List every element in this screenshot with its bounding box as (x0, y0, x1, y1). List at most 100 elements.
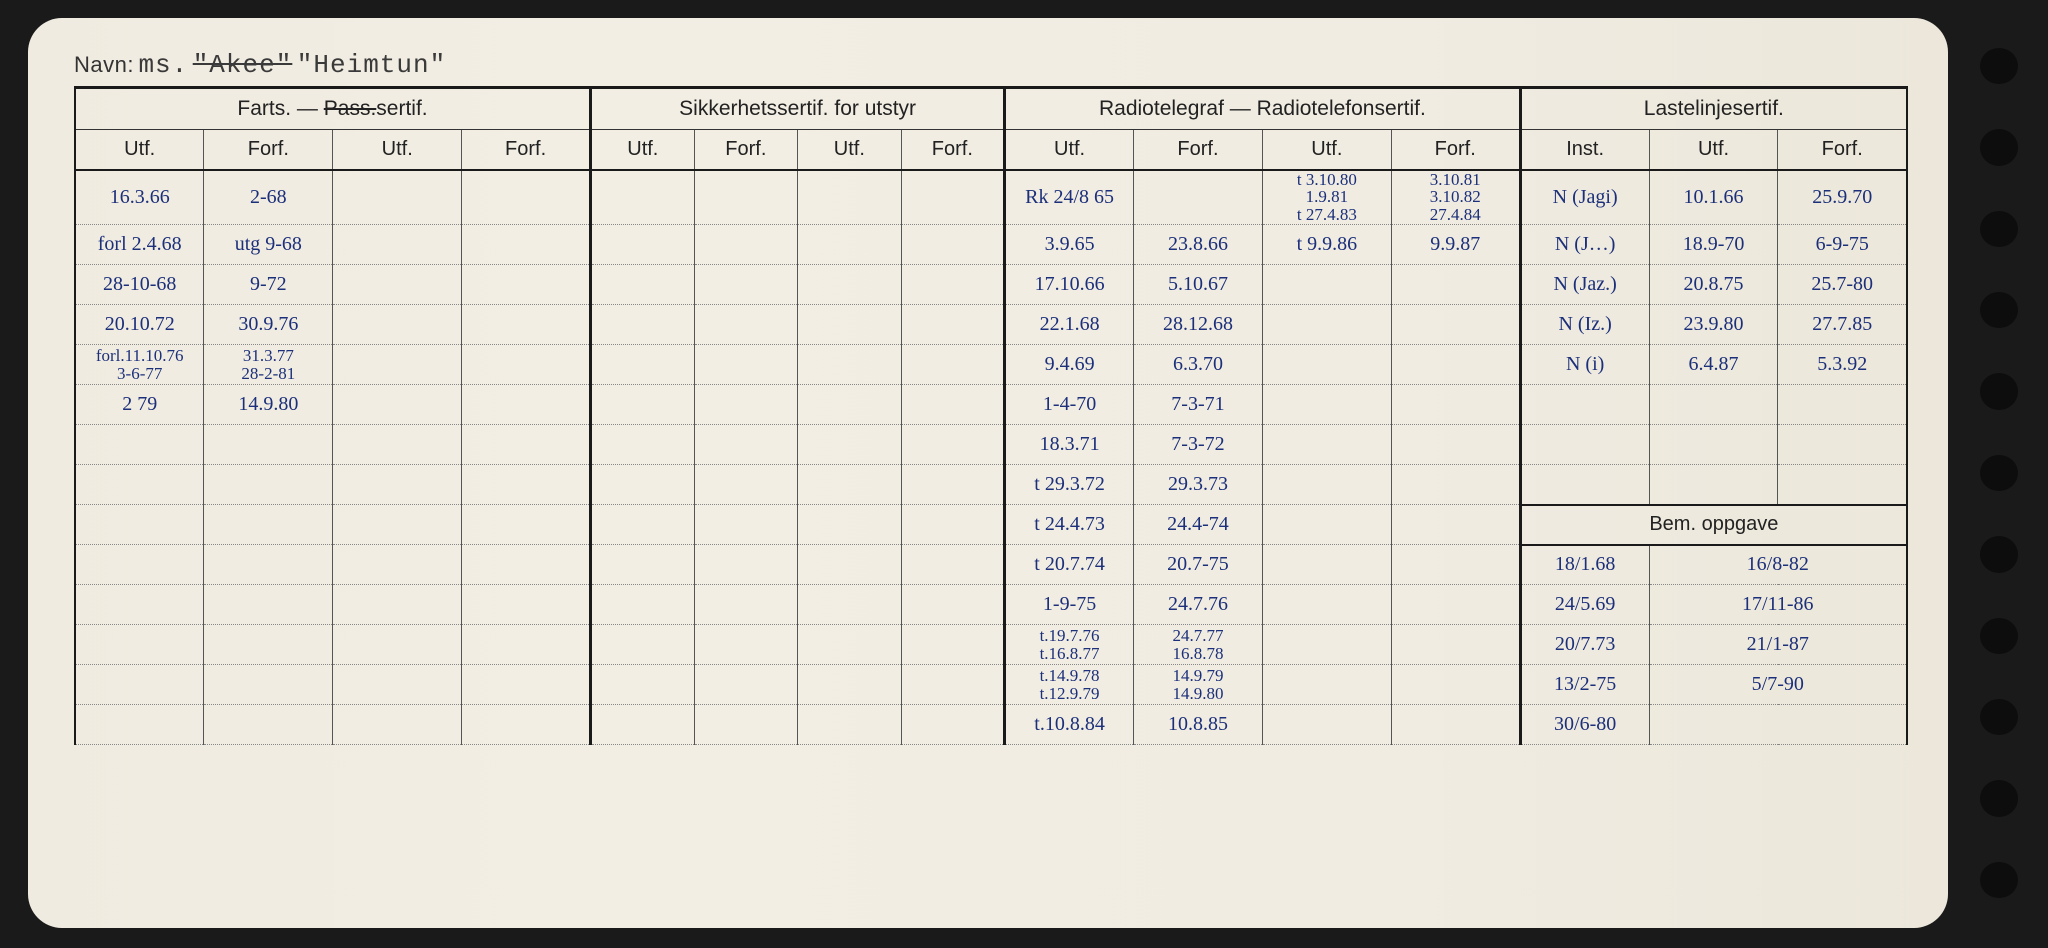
cell (901, 505, 1005, 545)
cell: 16/8-82 (1649, 545, 1907, 585)
cell (591, 665, 695, 705)
cell: 9.9.87 (1391, 225, 1520, 265)
binder-hole (1980, 780, 2018, 816)
cell: N (Jagi) (1520, 170, 1649, 225)
section-header-row: Farts. — Pass.sertif. Sikkerhetssertif. … (75, 89, 1907, 130)
cell (1520, 385, 1649, 425)
cell (1262, 385, 1391, 425)
col-forf: Forf. (1391, 130, 1520, 170)
cell: 16.3.66 (75, 170, 204, 225)
section-farts: Farts. — Pass.sertif. (75, 89, 591, 130)
cell: Rk 24/8 65 (1005, 170, 1134, 225)
cell (694, 665, 798, 705)
cell (204, 705, 333, 745)
cell: 23.9.80 (1649, 305, 1778, 345)
cell (1649, 705, 1907, 745)
cell (1391, 665, 1520, 705)
cell (591, 345, 695, 385)
cell (901, 705, 1005, 745)
cell (591, 625, 695, 665)
sub-header-row: Utf. Forf. Utf. Forf. Utf. Forf. Utf. Fo… (75, 130, 1907, 170)
binder-hole (1980, 536, 2018, 572)
cell (75, 465, 204, 505)
table-row: forl 2.4.68utg 9-683.9.6523.8.66t 9.9.86… (75, 225, 1907, 265)
cell (694, 705, 798, 745)
cell (204, 625, 333, 665)
cell (1262, 625, 1391, 665)
binder-hole (1980, 129, 2018, 165)
cell: 20/7.73 (1520, 625, 1649, 665)
cell (798, 665, 902, 705)
cell (1391, 465, 1520, 505)
cell: 20.7-75 (1134, 545, 1263, 585)
cell (204, 505, 333, 545)
cell: 2-68 (204, 170, 333, 225)
cell: 3.10.813.10.8227.4.84 (1391, 170, 1520, 225)
cell (1649, 425, 1778, 465)
cell: 6-9-75 (1778, 225, 1907, 265)
cell (75, 705, 204, 745)
binder-hole (1980, 292, 2018, 328)
cell (333, 345, 462, 385)
col-forf: Forf. (1134, 130, 1263, 170)
cell (333, 625, 462, 665)
cell (694, 585, 798, 625)
cell (1262, 585, 1391, 625)
cell (694, 345, 798, 385)
cell (591, 225, 695, 265)
cell (462, 305, 591, 345)
cell (1262, 265, 1391, 305)
cell: 20.10.72 (75, 305, 204, 345)
cell (1262, 665, 1391, 705)
table-row: t 20.7.7420.7-7518/1.6816/8-82 (75, 545, 1907, 585)
cell: 17/11-86 (1649, 585, 1907, 625)
cell: 1-9-75 (1005, 585, 1134, 625)
table-row: 18.3.717-3-72 (75, 425, 1907, 465)
cell (204, 425, 333, 465)
cell (901, 265, 1005, 305)
cell: 18.9-70 (1649, 225, 1778, 265)
cell (798, 265, 902, 305)
cell (333, 545, 462, 585)
cell: 25.9.70 (1778, 170, 1907, 225)
section-laste: Lastelinjesertif. (1520, 89, 1907, 130)
cell (798, 345, 902, 385)
cell (901, 305, 1005, 345)
cell: 9-72 (204, 265, 333, 305)
col-utf: Utf. (798, 130, 902, 170)
cell (694, 465, 798, 505)
cell (694, 225, 798, 265)
cell (591, 265, 695, 305)
cell (694, 305, 798, 345)
cell (1778, 425, 1907, 465)
cell (1520, 465, 1649, 505)
cell (462, 425, 591, 465)
cell (75, 625, 204, 665)
cell: 5.10.67 (1134, 265, 1263, 305)
cell (462, 225, 591, 265)
cell (1391, 265, 1520, 305)
certificate-table: Farts. — Pass.sertif. Sikkerhetssertif. … (74, 89, 1908, 745)
col-utf: Utf. (1005, 130, 1134, 170)
cell (462, 265, 591, 305)
cell (1262, 505, 1391, 545)
name-row: Navn: ms. "Akee" "Heimtun" (74, 50, 1908, 89)
ship-name: "Heimtun" (297, 50, 446, 80)
cell: 27.7.85 (1778, 305, 1907, 345)
cell (798, 625, 902, 665)
cell (798, 425, 902, 465)
cell (591, 385, 695, 425)
cell (591, 465, 695, 505)
cell (798, 505, 902, 545)
cell: 7-3-72 (1134, 425, 1263, 465)
cell (1391, 345, 1520, 385)
navn-label: Navn: (74, 52, 134, 77)
cell: t.19.7.76t.16.8.77 (1005, 625, 1134, 665)
binder-hole (1980, 862, 2018, 898)
cell (694, 385, 798, 425)
cell (1262, 545, 1391, 585)
cell (462, 385, 591, 425)
cell (694, 625, 798, 665)
cell (75, 425, 204, 465)
cell (694, 170, 798, 225)
